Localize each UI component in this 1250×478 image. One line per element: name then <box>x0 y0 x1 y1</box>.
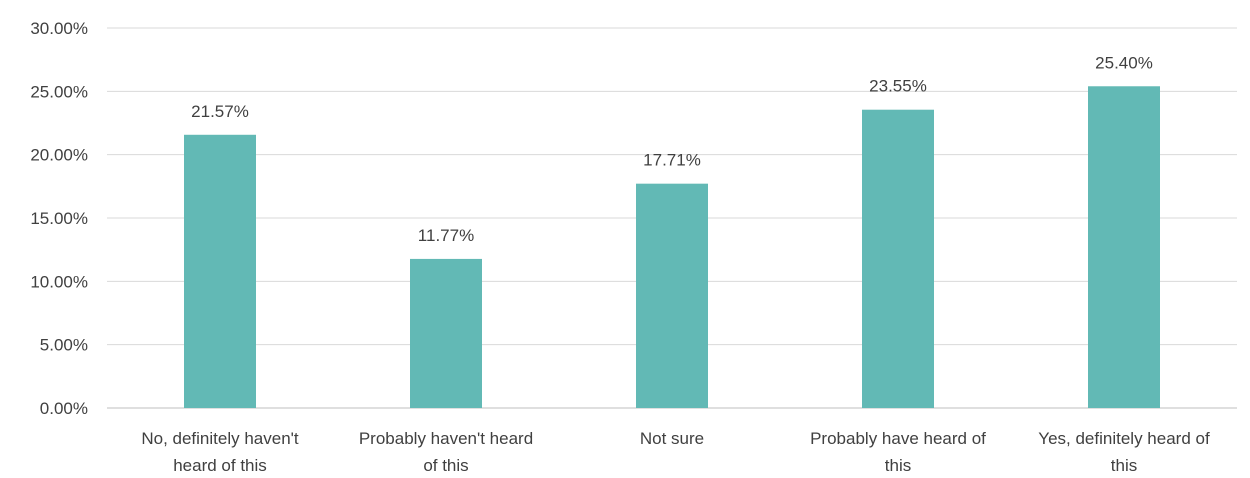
bar <box>410 258 482 408</box>
bar <box>636 183 708 408</box>
x-tick-label: Not sure <box>640 429 704 448</box>
y-tick-label: 25.00% <box>30 82 88 101</box>
bars <box>184 86 1160 409</box>
data-label: 25.40% <box>1095 53 1153 72</box>
x-tick-label: No, definitely haven't <box>141 429 299 448</box>
y-tick-label: 10.00% <box>30 272 88 291</box>
bar <box>1088 86 1160 409</box>
data-label: 17.71% <box>643 151 701 170</box>
y-tick-label: 0.00% <box>40 399 88 418</box>
bar <box>184 134 256 408</box>
y-axis-tick-labels: 0.00% 5.00% 10.00% 15.00% 20.00% 25.00% 30.00% <box>30 19 88 418</box>
x-tick-label: heard of this <box>173 456 267 475</box>
x-tick-label: Probably haven't heard <box>359 429 533 448</box>
x-tick-label: this <box>1111 456 1137 475</box>
x-tick-label: Probably have heard of <box>810 429 986 448</box>
x-tick-label: Yes, definitely heard of <box>1038 429 1210 448</box>
y-tick-label: 30.00% <box>30 19 88 38</box>
y-tick-label: 5.00% <box>40 336 88 355</box>
data-label: 11.77% <box>418 226 474 245</box>
x-axis-tick-labels: No, definitely haven't heard of this Proba… <box>141 429 1210 475</box>
y-tick-label: 15.00% <box>30 209 88 228</box>
data-label: 21.57% <box>191 102 249 121</box>
bar <box>862 109 934 408</box>
y-tick-label: 20.00% <box>30 146 88 165</box>
x-tick-label: this <box>885 456 911 475</box>
data-label: 23.55% <box>869 77 927 96</box>
x-tick-label: of this <box>423 456 468 475</box>
data-labels: 21.57% 11.77% 17.71% 23.55% 25.40% <box>191 53 1153 245</box>
